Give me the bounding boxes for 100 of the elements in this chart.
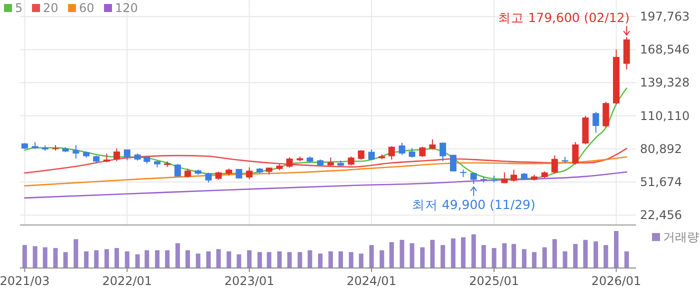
bar: [266, 252, 272, 268]
candlestick: [470, 172, 477, 184]
line-series: [24, 171, 628, 199]
bar: [165, 250, 170, 268]
bar: [573, 244, 578, 268]
legend-label: 거래량: [663, 230, 699, 244]
y-tick-label: 51,674: [640, 174, 682, 189]
y-tick-label: 139,328: [640, 76, 690, 90]
candlestick: [368, 148, 375, 161]
bar: [257, 252, 262, 268]
candlestick: [460, 169, 466, 178]
candlestick: [429, 138, 436, 150]
y-tick-label: 110,110: [640, 108, 690, 123]
bar: [400, 240, 404, 268]
bar: [420, 247, 425, 268]
bar: [552, 239, 557, 268]
bar: [226, 251, 232, 268]
bar: [512, 244, 516, 268]
bar: [277, 251, 282, 268]
candlestick: [551, 155, 558, 174]
bar: [594, 241, 598, 268]
candlestick: [114, 148, 120, 162]
bar: [328, 251, 333, 268]
bar: [389, 242, 394, 268]
bar: [481, 245, 486, 268]
candlestick: [286, 157, 293, 168]
candlestick: [205, 172, 212, 183]
candlestick: [440, 142, 446, 162]
candlestick: [510, 169, 518, 182]
bar: [624, 251, 629, 268]
bar: [380, 250, 384, 268]
bar: [369, 245, 374, 268]
legend-label: 20: [43, 1, 58, 15]
bar: [410, 243, 414, 268]
candlestick: [398, 142, 406, 156]
candlestick: [246, 166, 253, 180]
bar: [502, 243, 507, 268]
bar: [562, 251, 568, 268]
bar: [338, 251, 343, 268]
bar: [94, 250, 99, 268]
legend-label: 60: [79, 1, 94, 15]
bar: [298, 252, 302, 268]
bar: [318, 254, 323, 268]
bar: [450, 238, 456, 268]
candlestick: [358, 150, 364, 160]
candlestick: [572, 142, 579, 166]
bar: [206, 251, 211, 268]
bar: [471, 234, 476, 268]
bar: [42, 247, 48, 268]
bar: [430, 240, 435, 268]
bar: [155, 250, 160, 268]
bar: [532, 252, 536, 268]
bar: [144, 250, 150, 268]
y-tick-label: 80,892: [640, 142, 682, 156]
legend-label: 5: [15, 1, 23, 15]
bar: [114, 248, 119, 268]
bar: [492, 248, 496, 268]
y-tick-label: 168,546: [640, 42, 690, 57]
candlestick: [450, 154, 456, 172]
bar: [74, 239, 78, 268]
bar: [175, 243, 180, 268]
bar: [583, 240, 588, 268]
bar: [522, 249, 526, 268]
bar: [440, 245, 446, 268]
candlestick: [174, 163, 181, 177]
candlestick: [602, 101, 610, 128]
bar: [135, 254, 140, 268]
x-tick-label: 2022/01: [102, 274, 152, 288]
candlestick: [419, 146, 426, 158]
bar: [196, 254, 200, 268]
bar: [84, 251, 89, 268]
bar: [185, 250, 190, 268]
y-tick-label: 22,456: [640, 208, 682, 222]
y-tick-label: 197,763: [640, 9, 690, 24]
bar: [104, 249, 109, 268]
candlestick: [72, 144, 80, 160]
bar: [22, 245, 27, 268]
bar: [32, 246, 38, 268]
bar: [247, 250, 252, 268]
candlestick: [592, 111, 600, 134]
bar: [461, 237, 466, 268]
bar: [287, 252, 292, 268]
x-tick-label: 2021/03: [0, 274, 50, 288]
bar: [348, 252, 354, 268]
bar: [542, 247, 547, 268]
x-tick-label: 2023/01: [224, 274, 274, 288]
bar: [63, 252, 68, 268]
bar: [124, 251, 130, 268]
bar: [614, 231, 618, 268]
candlestick: [408, 148, 416, 158]
annotation: 최저 49,900 (11/29): [412, 196, 536, 212]
bar: [308, 250, 312, 268]
annotation: 최고 179,600 (02/12): [498, 10, 630, 26]
bar: [53, 248, 58, 268]
bar: [236, 254, 242, 268]
x-tick-label: 2026/01: [591, 274, 642, 288]
line-series: [24, 148, 628, 174]
x-tick-label: 2024/01: [346, 274, 396, 288]
bar: [216, 249, 221, 268]
x-tick-label: 2025/01: [469, 274, 519, 288]
